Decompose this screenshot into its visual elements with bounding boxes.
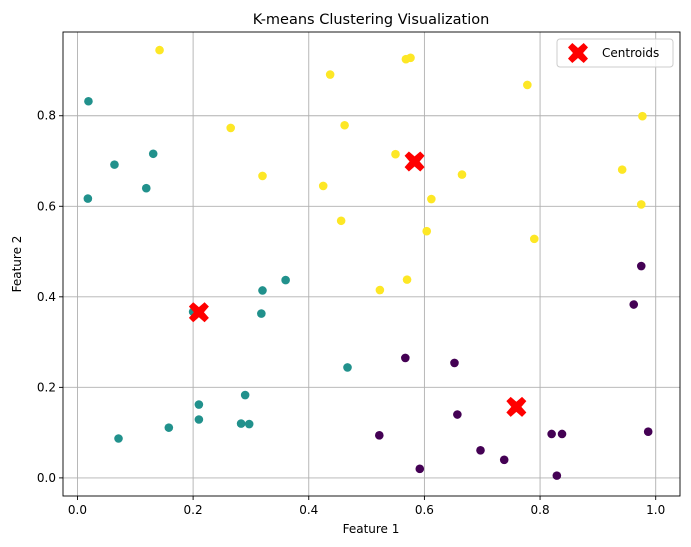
legend: Centroids (556, 38, 674, 68)
data-point (476, 445, 485, 455)
data-point (450, 358, 459, 368)
data-point (427, 194, 436, 204)
y-tick-label: 0.4 (37, 290, 56, 304)
data-point (194, 415, 204, 424)
data-point (258, 171, 267, 181)
x-tick-label: 0.6 (415, 503, 434, 517)
x-tick-label: 0.8 (531, 503, 550, 517)
data-point (114, 434, 123, 443)
scatter-points (83, 45, 653, 480)
data-point (340, 120, 349, 130)
data-point (155, 45, 164, 55)
data-point (499, 455, 509, 465)
data-point (83, 194, 93, 203)
data-point (529, 234, 539, 244)
data-point (523, 80, 532, 90)
centroid-marker (506, 396, 527, 417)
centroid-markers (188, 151, 527, 417)
data-point (636, 261, 646, 271)
data-point (638, 111, 647, 121)
data-point (148, 149, 158, 159)
legend-centroid-x-icon (568, 43, 588, 63)
x-tick-label: 0.2 (184, 503, 203, 517)
y-tick-label: 0.0 (37, 471, 56, 485)
data-point (415, 464, 425, 474)
data-point (422, 226, 432, 236)
data-point (257, 309, 266, 318)
chart-title: K-means Clustering Visualization (253, 12, 490, 28)
data-point (240, 390, 250, 400)
data-point (552, 471, 562, 480)
data-point (325, 70, 335, 79)
data-point (226, 123, 235, 133)
data-point (629, 300, 639, 309)
data-point (141, 183, 151, 193)
x-tick-label: 0.4 (299, 503, 318, 517)
data-point (318, 181, 328, 191)
x-tick-label: 1.0 (646, 503, 665, 517)
data-point (557, 429, 567, 439)
data-point (453, 410, 462, 419)
data-point (375, 431, 384, 440)
data-point (391, 149, 400, 159)
y-tick-label: 0.6 (37, 199, 56, 213)
y-tick-label: 0.2 (37, 380, 56, 394)
data-point (258, 286, 267, 295)
legend-centroid-marker (568, 43, 588, 63)
data-point (402, 275, 412, 284)
centroid-marker (404, 151, 425, 172)
data-point (636, 200, 646, 209)
data-point (617, 165, 627, 174)
data-point (375, 285, 385, 295)
data-point (164, 423, 174, 432)
data-point (547, 429, 556, 439)
y-tick-label: 0.8 (37, 109, 56, 123)
data-point (406, 53, 415, 63)
data-point (643, 427, 653, 437)
data-point (401, 353, 410, 363)
plot-frame (62, 31, 681, 497)
x-axis-label: Feature 1 (343, 522, 400, 536)
data-point (194, 400, 204, 409)
data-point (236, 419, 246, 428)
y-axis-label: Feature 2 (10, 236, 24, 293)
centroid-marker (188, 302, 209, 323)
axis-ticks: 0.0 0.2 0.4 0.6 0.8 1.0 0.0 0.2 0.4 0.6 0.8 (37, 109, 665, 517)
data-point (84, 96, 93, 106)
data-point (343, 363, 352, 372)
grid-lines (63, 32, 680, 496)
data-point (244, 419, 254, 429)
data-point (336, 216, 346, 226)
x-tick-label: 0.0 (68, 503, 87, 517)
legend-label-centroids: Centroids (602, 46, 659, 60)
data-point (457, 170, 467, 179)
data-point (281, 275, 290, 285)
data-point (110, 160, 119, 169)
